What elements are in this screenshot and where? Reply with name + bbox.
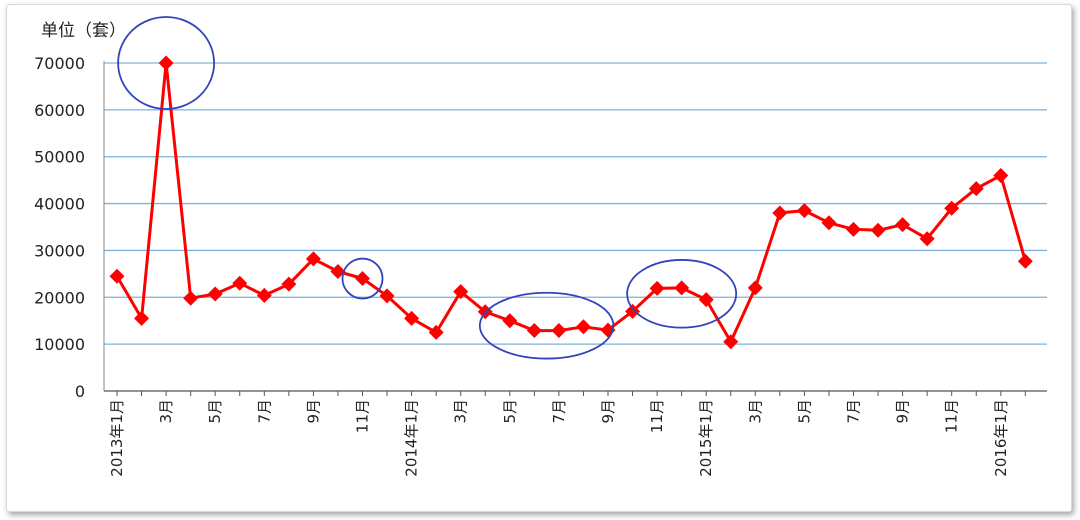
data-point-marker: [846, 221, 861, 237]
highlight-ellipse: [117, 16, 216, 110]
x-tick-label: 2016年1月: [992, 399, 1010, 477]
series-line: [115, 61, 1027, 344]
y-tick-label: 50000: [34, 148, 85, 167]
x-tick-label: 11月: [943, 399, 961, 433]
y-tick-label: 10000: [34, 335, 85, 354]
x-tick-label: 5月: [206, 399, 224, 424]
data-point-marker: [698, 292, 714, 308]
y-tick-label: 30000: [34, 241, 85, 260]
data-point-marker: [207, 286, 223, 302]
data-point-marker: [772, 205, 788, 221]
data-point-marker: [232, 275, 248, 291]
x-tick-label: 2015年1月: [697, 399, 715, 477]
chart-frame: 单位（套） 0 10000 20000 30000 40000 50000 60000 700…: [6, 4, 1072, 512]
data-point-marker: [134, 310, 150, 326]
x-tick-label: 11月: [354, 399, 372, 433]
data-point-marker: [674, 280, 690, 296]
x-tick-label: 7月: [845, 399, 863, 424]
data-point-marker: [158, 55, 174, 71]
data-point-marker: [109, 268, 125, 284]
x-tick-label: 9月: [599, 399, 617, 424]
data-point-marker: [551, 323, 567, 339]
data-point-marker: [355, 271, 370, 287]
data-point-marker: [330, 264, 346, 280]
x-tick-label: 3月: [157, 399, 175, 424]
x-tick-label: 2014年1月: [403, 399, 421, 477]
data-point-marker: [1017, 253, 1033, 269]
data-point-marker: [968, 181, 984, 197]
data-point-marker: [305, 251, 321, 267]
data-point-marker: [723, 334, 739, 350]
x-tick-label: 9月: [894, 399, 912, 424]
highlight-ellipse: [626, 259, 738, 329]
data-point-marker: [404, 310, 420, 326]
x-tick-label: 7月: [550, 399, 568, 424]
data-point-marker: [919, 231, 935, 247]
data-point-marker: [796, 203, 812, 219]
data-point-marker: [944, 200, 960, 216]
data-point-marker: [649, 280, 665, 296]
x-tick-label: 3月: [746, 399, 764, 424]
x-tick-label: 9月: [304, 399, 322, 424]
y-tick-label: 20000: [34, 288, 85, 307]
data-point-marker: [379, 288, 395, 304]
data-point-marker: [281, 276, 297, 292]
x-tick-label: 7月: [255, 399, 273, 424]
data-point-marker: [821, 215, 837, 231]
data-point-marker: [575, 319, 591, 335]
data-point-marker: [895, 217, 911, 233]
line-chart: 单位（套） 0 10000 20000 30000 40000 50000 60000 700…: [34, 16, 1047, 477]
x-tick-label: 5月: [795, 399, 813, 424]
highlight-ellipse: [478, 291, 615, 360]
data-point-marker: [870, 222, 886, 238]
data-point-marker: [993, 167, 1009, 183]
data-point-marker: [502, 313, 518, 329]
y-tick-label: 60000: [34, 101, 85, 120]
x-tick-label: 2013年1月: [108, 399, 126, 477]
data-point-marker: [526, 323, 542, 339]
x-tick-label: 5月: [501, 399, 519, 424]
y-tick-label: 40000: [34, 195, 85, 214]
x-tick-label: 11月: [648, 399, 666, 433]
y-tick-label: 0: [75, 382, 85, 401]
data-point-marker: [625, 303, 641, 319]
data-point-marker: [453, 284, 469, 300]
data-point-marker: [747, 280, 763, 296]
y-axis-unit-label: 单位（套）: [41, 21, 126, 41]
data-point-marker: [428, 324, 444, 340]
highlight-ellipse: [341, 257, 384, 300]
data-point-marker: [183, 290, 199, 306]
x-tick-label: 3月: [452, 399, 470, 424]
data-point-marker: [256, 287, 272, 303]
y-tick-label: 70000: [34, 54, 85, 73]
